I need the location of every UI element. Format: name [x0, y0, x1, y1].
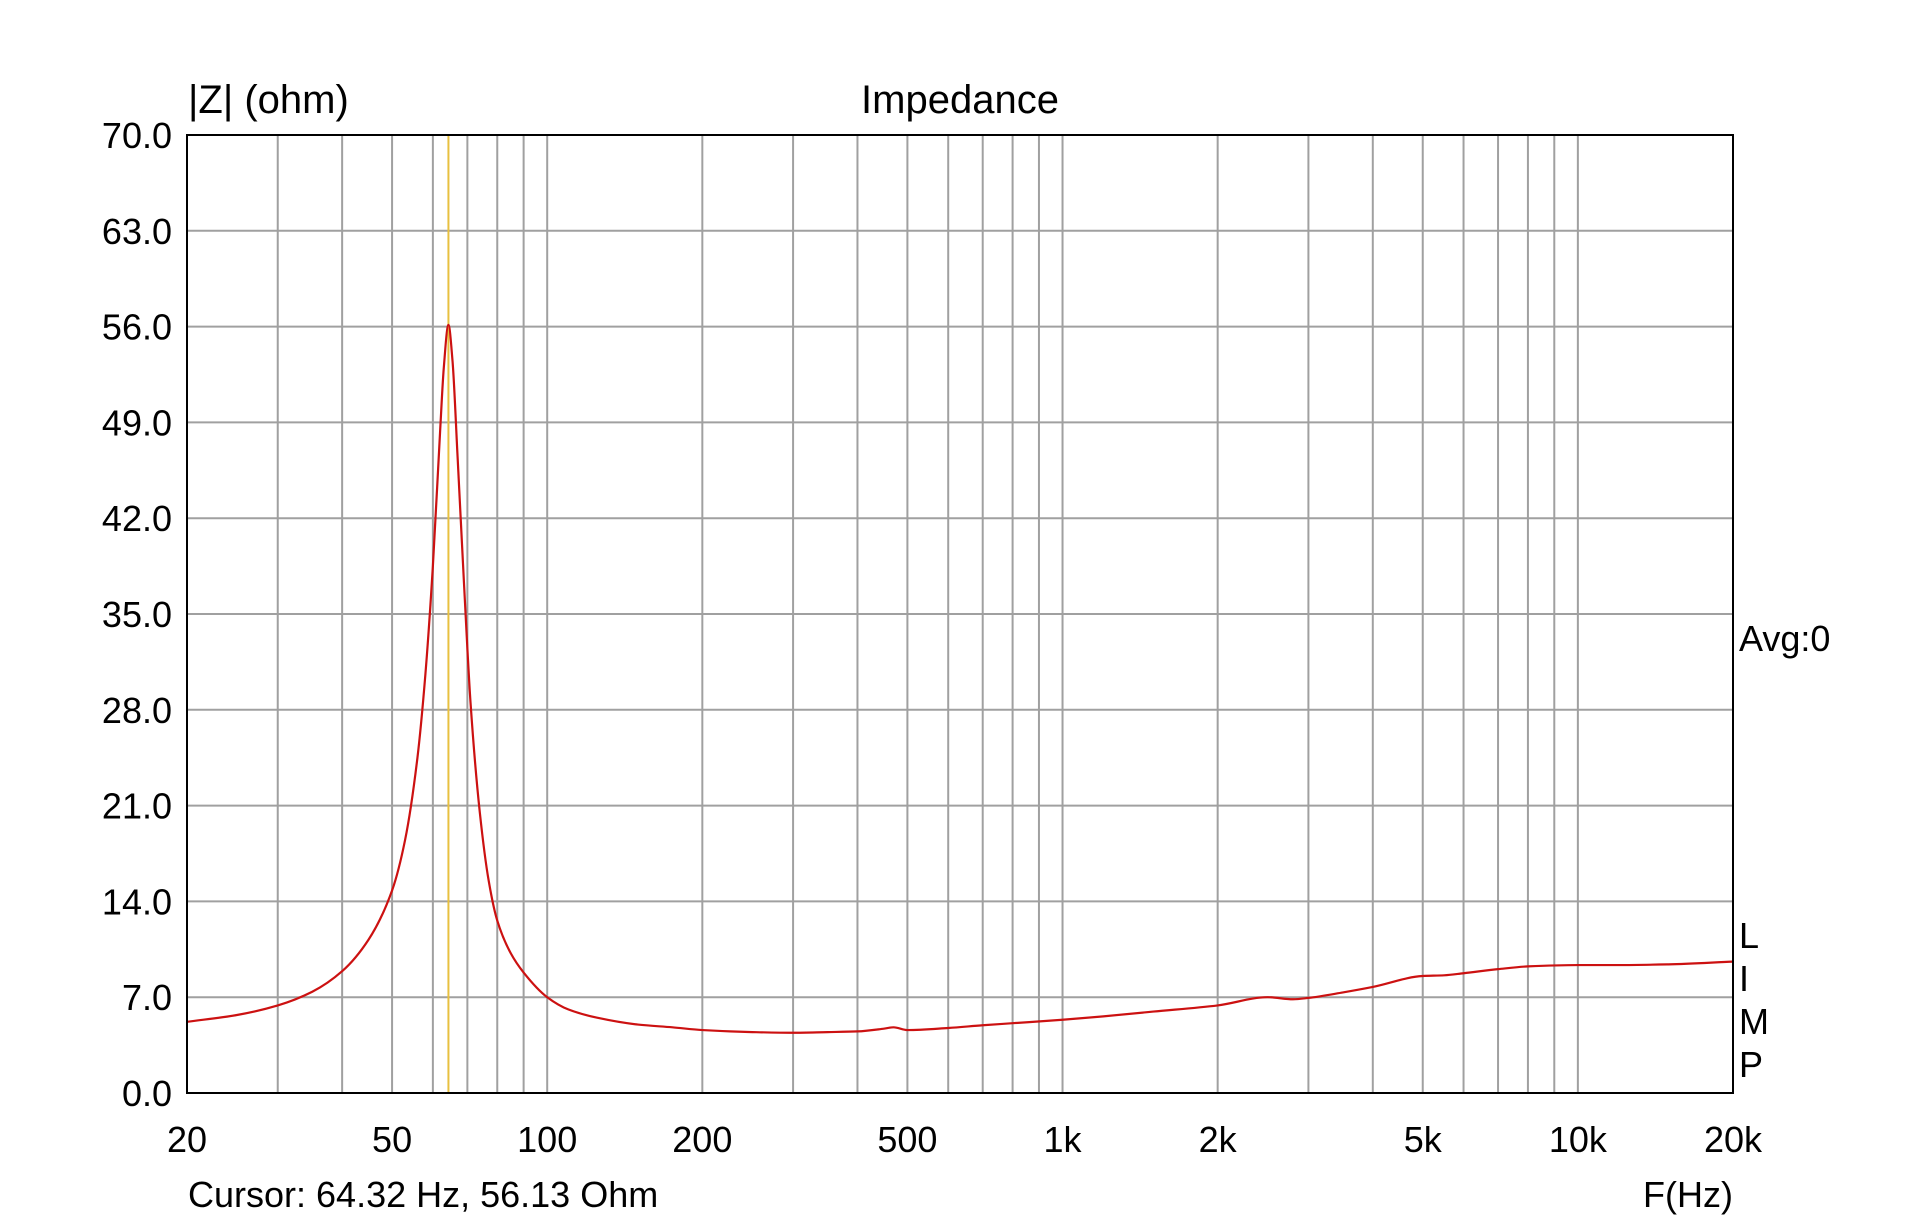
impedance-point — [1617, 964, 1620, 967]
x-tick-labels: 20 50 100 200 500 1k 2k 5k 10k 20k — [167, 1119, 1763, 1160]
impedance-point — [671, 1026, 674, 1029]
impedance-point — [424, 674, 427, 677]
impedance-point — [751, 1031, 754, 1034]
x-tick-label: 500 — [877, 1119, 937, 1160]
y-tick-label: 63.0 — [102, 211, 172, 252]
x-tick-label: 20k — [1704, 1119, 1763, 1160]
impedance-point — [596, 1016, 599, 1019]
impedance-point — [367, 938, 370, 941]
impedance-point — [463, 585, 466, 588]
impedance-point — [276, 1004, 279, 1007]
impedance-point — [1421, 974, 1424, 977]
impedance-point — [1266, 996, 1269, 999]
impedance-point — [478, 811, 481, 814]
impedance-point — [1667, 963, 1670, 966]
impedance-point — [947, 1026, 950, 1029]
impedance-point — [906, 1029, 909, 1032]
x-tick-label: 50 — [372, 1119, 412, 1160]
impedance-point — [1216, 1004, 1219, 1007]
x-tick-label: 1k — [1044, 1119, 1083, 1160]
impedance-point — [636, 1023, 639, 1026]
impedance-point — [567, 1008, 570, 1011]
x-tick-label: 200 — [672, 1119, 732, 1160]
impedance-point — [447, 323, 450, 326]
y-tick-label: 28.0 — [102, 690, 172, 731]
impedance-curve — [186, 323, 1734, 1034]
impedance-point — [1061, 1018, 1064, 1021]
impedance-point — [701, 1029, 704, 1032]
impedance-point — [1291, 998, 1294, 1001]
y-axis-label: |Z| (ohm) — [188, 78, 349, 122]
impedance-point — [1526, 965, 1529, 968]
averages-label: Avg:0 — [1739, 618, 1830, 659]
curve-layer — [186, 323, 1734, 1034]
impedance-point — [1152, 1010, 1155, 1013]
impedance-point — [892, 1026, 895, 1029]
impedance-point — [1462, 972, 1465, 975]
y-tick-label: 70.0 — [102, 115, 172, 156]
y-tick-label: 21.0 — [102, 786, 172, 827]
impedance-point — [882, 1027, 885, 1030]
y-tick-label: 49.0 — [102, 402, 172, 443]
impedance-point — [509, 952, 512, 955]
chart-title: Impedance — [861, 78, 1059, 122]
impedance-point — [487, 879, 490, 882]
impedance-point — [856, 1030, 859, 1033]
impedance-point — [1497, 968, 1500, 971]
impedance-point — [1443, 974, 1446, 977]
side-letter-l: L — [1739, 915, 1759, 956]
x-tick-label: 5k — [1404, 1119, 1443, 1160]
y-tick-label: 35.0 — [102, 594, 172, 635]
impedance-point — [496, 919, 499, 922]
impedance-point — [1576, 964, 1579, 967]
plot-frame — [186, 134, 1734, 1094]
impedance-point — [826, 1031, 829, 1034]
y-tick-label: 7.0 — [122, 977, 172, 1018]
impedance-point — [546, 996, 549, 999]
impedance-point — [1011, 1022, 1014, 1025]
impedance-point — [391, 889, 394, 892]
impedance-point — [235, 1013, 238, 1016]
side-letter-p: P — [1739, 1044, 1763, 1085]
impedance-point — [404, 838, 407, 841]
x-tick-label: 10k — [1549, 1119, 1608, 1160]
impedance-point — [451, 359, 454, 362]
y-tick-label: 14.0 — [102, 881, 172, 922]
impedance-point — [1102, 1015, 1105, 1018]
y-tick-label: 56.0 — [102, 307, 172, 348]
impedance-point — [431, 565, 434, 568]
y-tick-labels: 0.0 7.0 14.0 21.0 28.0 35.0 42.0 49.0 56.0 63.0 70… — [102, 115, 172, 1114]
impedance-point — [416, 756, 419, 759]
impedance-point — [522, 971, 525, 974]
impedance-point — [1371, 985, 1374, 988]
impedance-point — [1341, 991, 1344, 994]
y-tick-label: 42.0 — [102, 498, 172, 539]
impedance-point — [311, 990, 314, 993]
y-tick-label: 0.0 — [122, 1073, 172, 1114]
impedance-point — [456, 455, 459, 458]
impedance-point — [439, 428, 442, 431]
x-tick-label: 20 — [167, 1119, 207, 1160]
side-letter-m: M — [1739, 1001, 1769, 1042]
impedance-point — [1307, 996, 1310, 999]
impedance-point — [981, 1024, 984, 1027]
impedance-point — [469, 701, 472, 704]
impedance-point — [341, 970, 344, 973]
impedance-point — [442, 366, 445, 369]
x-axis-label: F(Hz) — [1643, 1174, 1733, 1215]
x-tick-label: 2k — [1199, 1119, 1238, 1160]
side-letter-i: I — [1739, 958, 1749, 999]
cursor-readout: Cursor: 64.32 Hz, 56.13 Ohm — [188, 1174, 658, 1215]
impedance-point — [792, 1031, 795, 1034]
x-tick-label: 100 — [517, 1119, 577, 1160]
